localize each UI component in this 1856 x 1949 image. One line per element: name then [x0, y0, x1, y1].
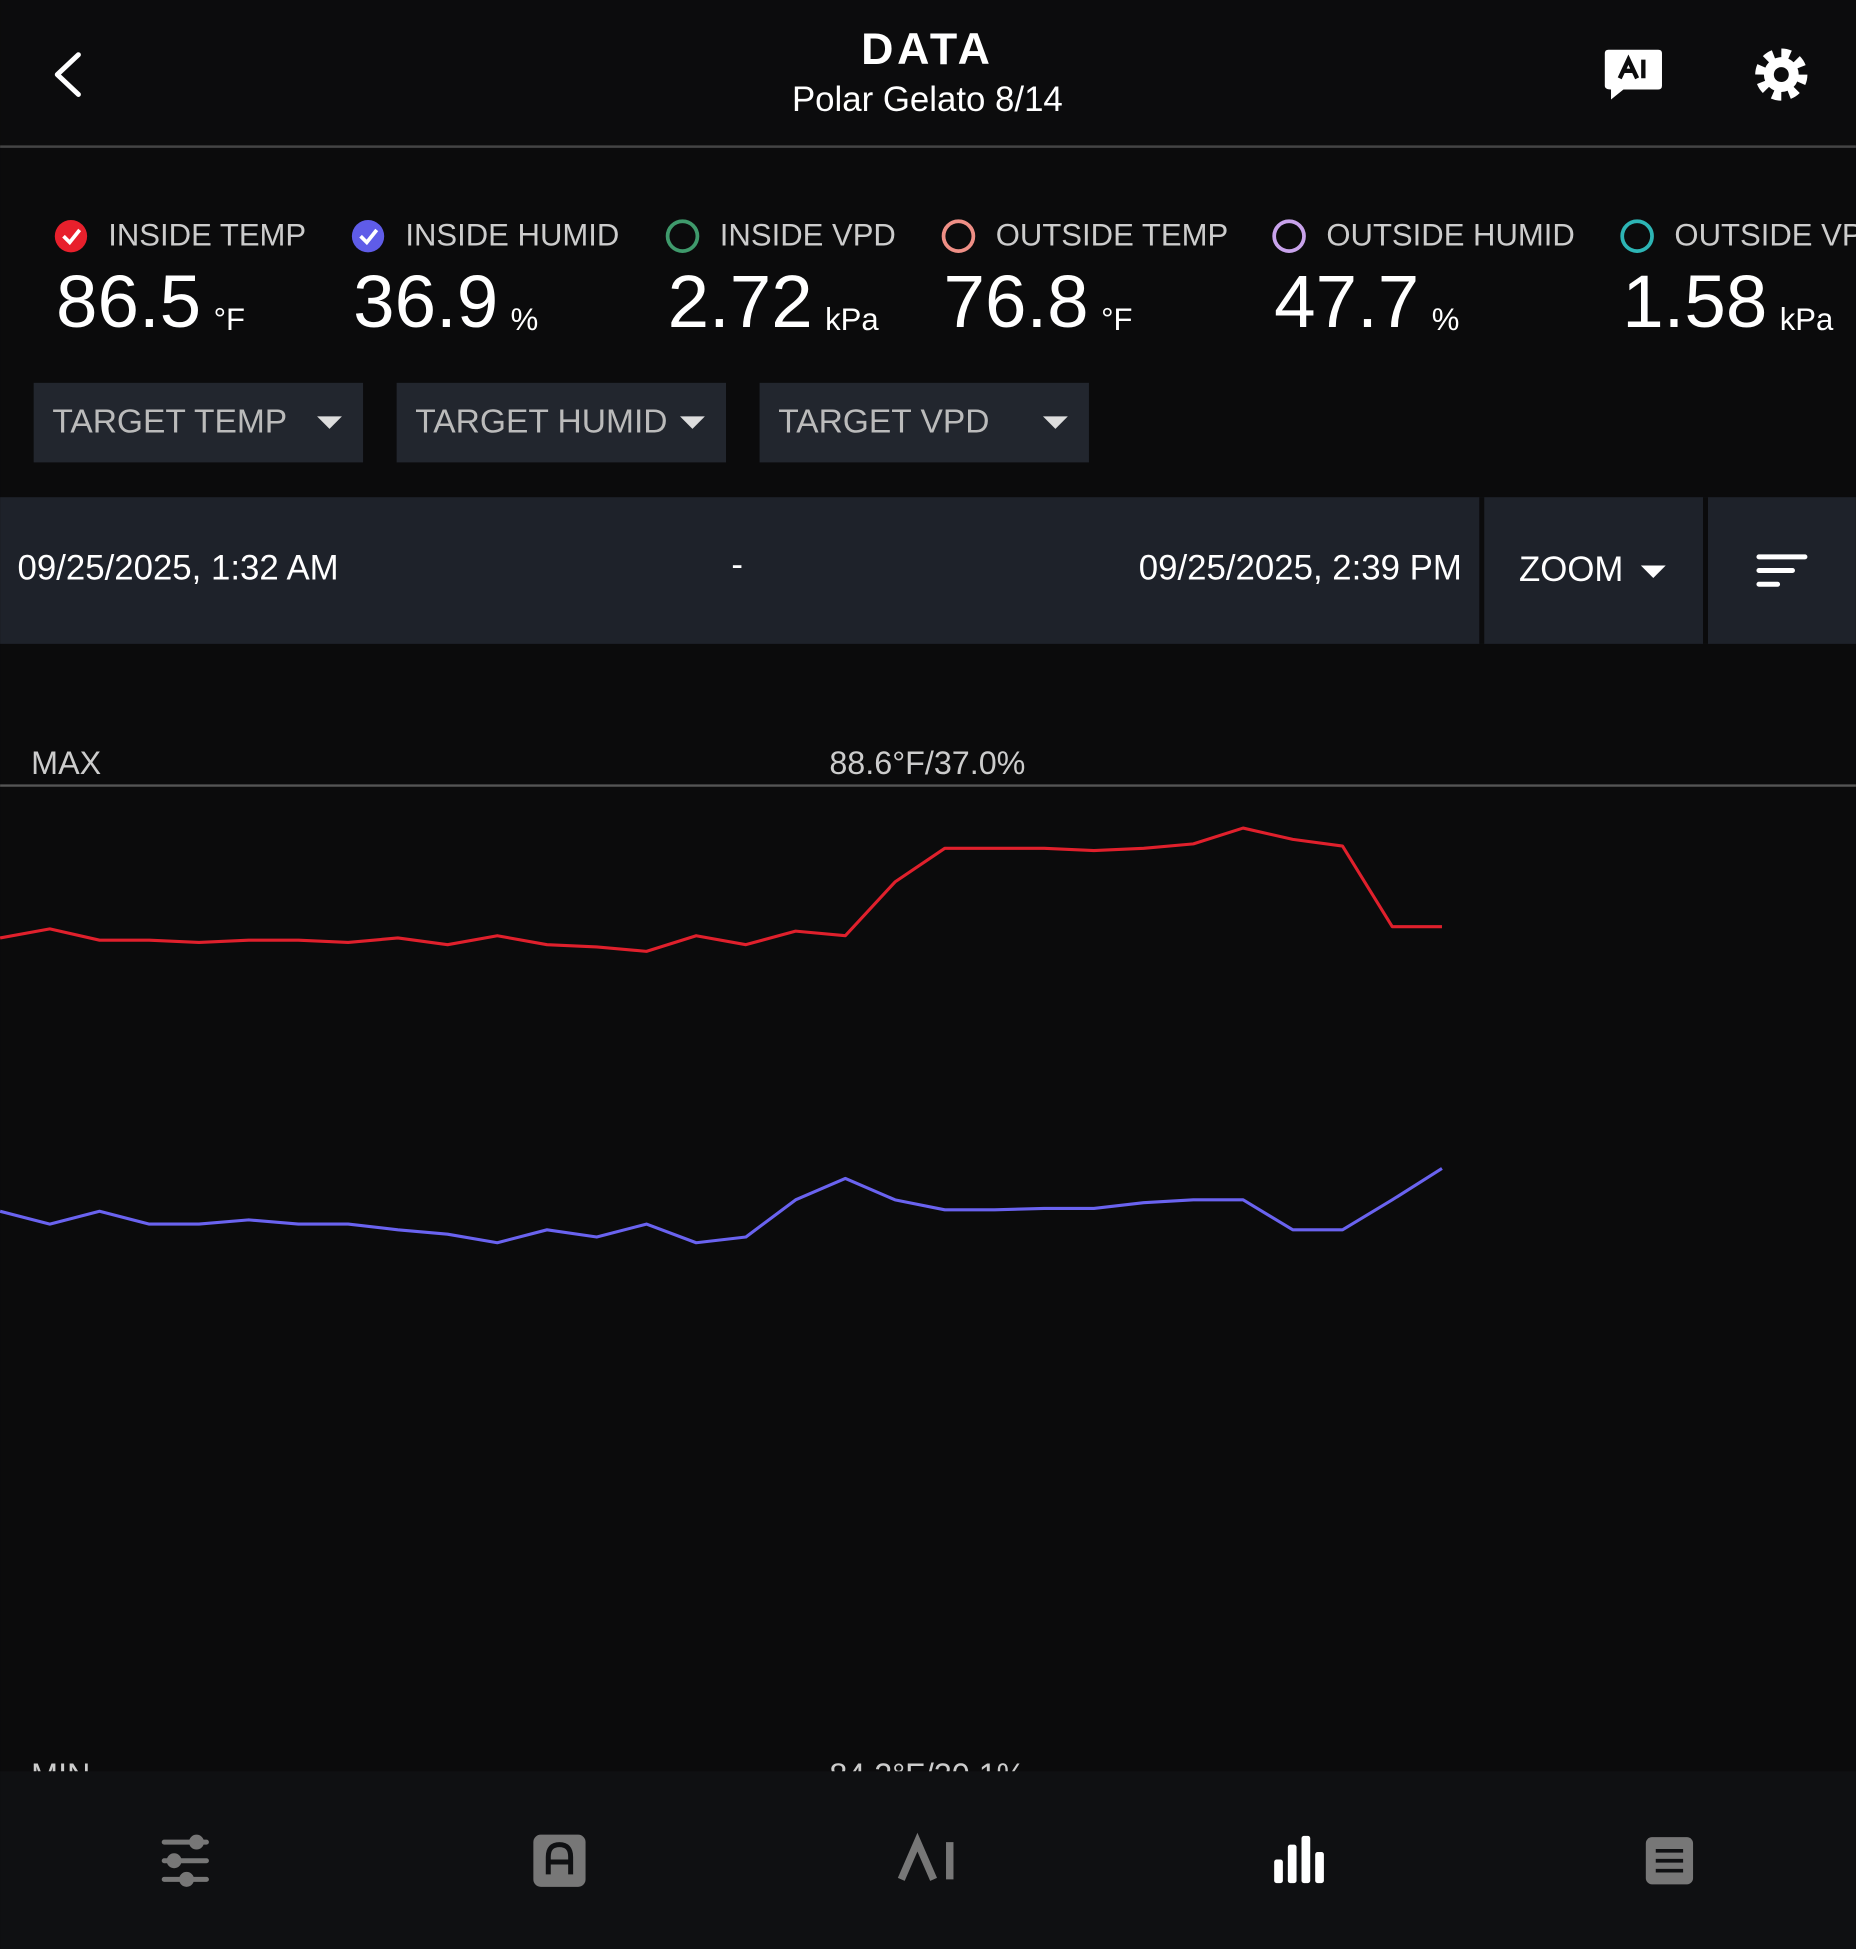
reading-label: OUTSIDE HUMID	[1326, 218, 1575, 253]
series-line	[0, 1167, 1443, 1245]
header-bar	[0, 0, 1856, 147]
reading-unit: °F	[1101, 302, 1132, 337]
reading-label: INSIDE VPD	[720, 218, 896, 253]
check-mark	[359, 228, 379, 246]
reading: 36.9%	[353, 259, 538, 343]
page-title: DATA	[861, 24, 994, 74]
nav-log[interactable]	[1645, 1837, 1694, 1885]
reading-unit: kPa	[1780, 302, 1834, 337]
check-mark	[62, 228, 82, 246]
reading-value: 76.8	[944, 259, 1089, 343]
target-label: TARGET HUMID	[415, 404, 667, 441]
reading-unit: °F	[214, 302, 245, 337]
reading-value: 47.7	[1274, 259, 1419, 343]
divider	[1479, 497, 1485, 644]
reading-value: 86.5	[56, 259, 201, 343]
zoom-button[interactable]: ZOOM	[1519, 550, 1623, 589]
reading-toggle[interactable]	[1272, 219, 1306, 253]
max-label: MAX	[31, 745, 101, 781]
reading: 2.72 kPa	[668, 259, 880, 343]
nav-automation[interactable]	[533, 1834, 586, 1887]
reading: 47.7%	[1274, 259, 1459, 343]
page-subtitle: Polar Gelato 8/14	[792, 80, 1063, 119]
reading-unit: kPa	[825, 302, 879, 337]
reading: 76.8 °F	[944, 259, 1133, 343]
back-button[interactable]	[54, 52, 81, 97]
reading-value: 36.9	[353, 259, 498, 343]
reading-label: INSIDE HUMID	[405, 218, 619, 253]
target-dropdown[interactable]	[33, 382, 364, 463]
ai-button[interactable]	[1604, 49, 1662, 100]
series-line	[0, 826, 1442, 953]
readings-row: INSIDE TEMP 86.5 °F INSIDE HUMID 36.9 % INSIDE…	[54, 218, 1856, 343]
max-value: 88.6°F/37.0%	[829, 745, 1025, 781]
divider	[1703, 497, 1708, 644]
dropdown-caret	[1042, 416, 1068, 429]
reading: 86.5 °F	[56, 259, 245, 343]
date-separator: -	[731, 545, 743, 584]
reading-toggle[interactable]	[1620, 219, 1654, 253]
end-date[interactable]: 09/25/2025, 2:39 PM	[1139, 549, 1462, 588]
reading-label: INSIDE TEMP	[108, 218, 306, 253]
dropdown-caret	[317, 416, 342, 429]
reading-unit: %	[1432, 302, 1460, 337]
reading-value: 1.58	[1622, 259, 1767, 343]
start-date[interactable]: 09/25/2025, 1:32 AM	[18, 549, 339, 588]
target-label: TARGET TEMP	[52, 404, 287, 441]
reading: 1.58 kPa	[1622, 259, 1834, 343]
nav-controls[interactable]	[161, 1834, 209, 1887]
zoom-caret	[1640, 565, 1666, 578]
nav-ai[interactable]	[897, 1832, 954, 1881]
target-label: TARGET VPD	[778, 404, 989, 441]
date-bar	[0, 497, 1856, 644]
target-row: TARGET TEMP TARGET HUMID TARGET VPD	[33, 382, 1089, 463]
nav-data[interactable]	[1274, 1835, 1324, 1884]
reading-label: OUTSIDE TEMP	[996, 218, 1228, 253]
reading-value: 2.72	[668, 259, 813, 343]
target-dropdown[interactable]	[396, 382, 727, 463]
reading-toggle[interactable]	[54, 220, 88, 253]
reading-label: OUTSIDE VPD	[1674, 218, 1856, 253]
sort-button[interactable]	[1756, 554, 1808, 587]
dropdown-caret	[680, 416, 705, 429]
target-dropdown[interactable]	[759, 382, 1089, 463]
reading-unit: %	[511, 302, 539, 337]
reading-toggle[interactable]	[665, 219, 700, 253]
reading-toggle[interactable]	[351, 220, 385, 253]
reading-toggle[interactable]	[941, 219, 976, 253]
